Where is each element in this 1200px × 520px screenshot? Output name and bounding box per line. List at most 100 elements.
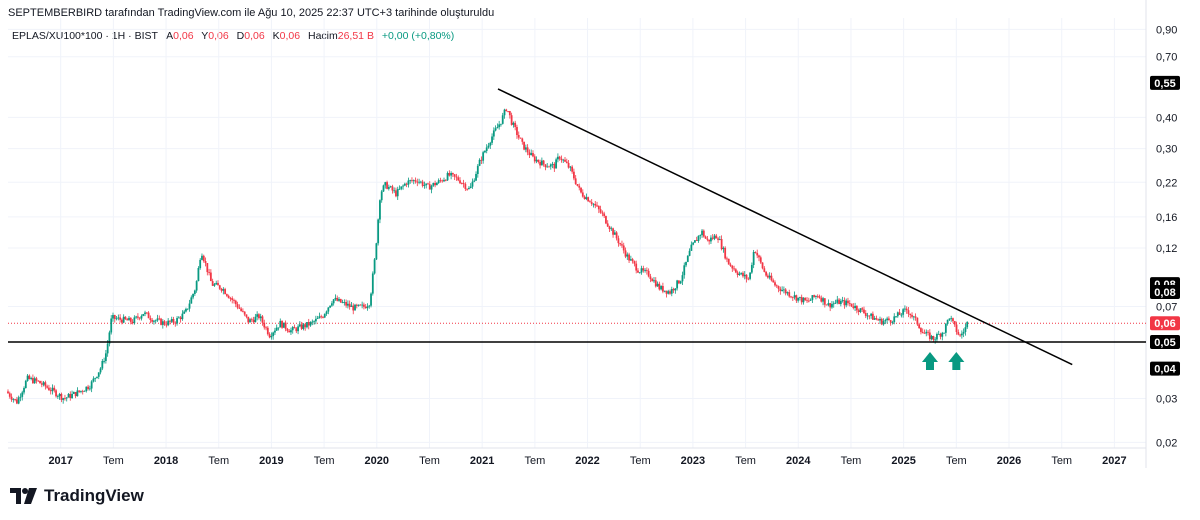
price-badge	[1150, 316, 1180, 331]
candle-body	[14, 399, 17, 401]
candle-body	[740, 272, 743, 274]
candle-body	[475, 173, 477, 181]
price-tick-label: 0,70	[1156, 52, 1177, 64]
candle-body	[690, 244, 693, 251]
candle-body	[112, 315, 114, 319]
candle-body	[539, 161, 541, 166]
candle-body	[656, 283, 659, 287]
candle-body	[777, 286, 780, 289]
candle-body	[952, 318, 954, 322]
candle-body	[678, 280, 680, 284]
candle-body	[647, 270, 650, 277]
candle-body	[446, 172, 449, 181]
candle-body	[469, 186, 472, 189]
time-tick-label: Tem	[946, 455, 967, 467]
candle-body	[110, 318, 113, 333]
candle-body	[637, 270, 639, 273]
candle-body	[713, 235, 716, 239]
candle-body	[163, 321, 166, 325]
candle-body	[774, 282, 776, 286]
candle-body	[697, 235, 700, 242]
candle-body	[386, 182, 388, 189]
candle-body	[658, 283, 661, 290]
candle-body	[950, 318, 953, 319]
candle-body	[802, 297, 805, 303]
candle-body	[619, 243, 622, 245]
candle-body	[759, 257, 762, 263]
candle-body	[517, 135, 520, 138]
descending-trendline[interactable]	[497, 88, 1073, 366]
candle-body	[122, 316, 125, 323]
candle-body	[186, 308, 189, 310]
candle-body	[905, 308, 908, 311]
candle-body	[451, 173, 454, 175]
candle-body	[795, 295, 798, 301]
candle-body	[799, 297, 801, 298]
candle-body	[953, 321, 956, 325]
candle-body	[211, 281, 214, 286]
candle-body	[729, 264, 732, 266]
candle-body	[852, 306, 855, 309]
candle-body	[106, 343, 109, 354]
price-badge	[1150, 75, 1180, 90]
price-badge-label: 0,06	[1154, 318, 1175, 330]
candle-body	[516, 127, 518, 136]
symbol-label[interactable]: EPLAS/XU100*100 · 1H · BIST	[12, 30, 158, 42]
candle-body	[423, 185, 426, 186]
candle-body	[850, 303, 853, 307]
candle-body	[176, 318, 178, 324]
candle-body	[558, 156, 561, 159]
candle-body	[402, 185, 404, 187]
candle-body	[249, 319, 251, 323]
candle-body	[592, 203, 595, 205]
candle-body	[104, 353, 107, 361]
candle-body	[44, 382, 47, 387]
candle-body	[589, 201, 591, 203]
candle-body	[135, 316, 138, 318]
candle-body	[871, 313, 874, 320]
candle-body	[941, 332, 944, 337]
time-tick-label: 2017	[48, 455, 72, 467]
candle-body	[35, 378, 38, 381]
candle-body	[432, 182, 435, 186]
candle-body	[813, 295, 816, 297]
price-badge-label: 0,04	[1154, 364, 1176, 376]
candle-body	[192, 293, 194, 298]
price-tick-label: 0,02	[1156, 437, 1177, 449]
time-tick-label: Tem	[841, 455, 862, 467]
candle-body	[224, 289, 227, 295]
candle-body	[964, 327, 967, 332]
candle-body	[83, 390, 86, 392]
candle-body	[74, 392, 77, 397]
candle-body	[69, 393, 72, 399]
candle-body	[706, 238, 709, 240]
candle-body	[414, 180, 417, 182]
candle-body	[8, 393, 11, 397]
candle-body	[484, 150, 486, 153]
candle-body	[40, 383, 43, 385]
candle-body	[663, 290, 666, 292]
candle-body	[290, 330, 292, 333]
candle-body	[573, 171, 575, 179]
candle-body	[710, 237, 712, 242]
candle-body	[473, 180, 476, 182]
tradingview-logo: TradingView	[10, 486, 144, 506]
candle-body	[770, 275, 773, 281]
price-tick-label: 0,03	[1156, 393, 1177, 405]
candle-body	[177, 317, 180, 319]
candle-body	[455, 176, 458, 178]
candle-body	[169, 320, 171, 322]
candle-body	[934, 339, 937, 341]
high-label: Y	[201, 30, 209, 42]
candle-body	[339, 298, 342, 303]
open-label: A	[166, 30, 174, 42]
candle-body	[537, 159, 540, 162]
candle-body	[430, 185, 433, 190]
candle-body	[247, 316, 250, 323]
candle-body	[649, 276, 652, 279]
candle-body	[371, 273, 374, 294]
candle-body	[946, 319, 949, 324]
candle-body	[567, 162, 570, 168]
candle-body	[667, 291, 670, 294]
